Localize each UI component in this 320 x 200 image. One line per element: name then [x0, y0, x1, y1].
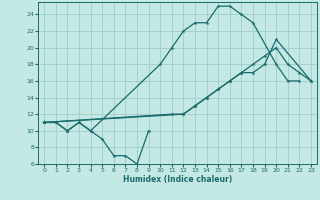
X-axis label: Humidex (Indice chaleur): Humidex (Indice chaleur) [123, 175, 232, 184]
